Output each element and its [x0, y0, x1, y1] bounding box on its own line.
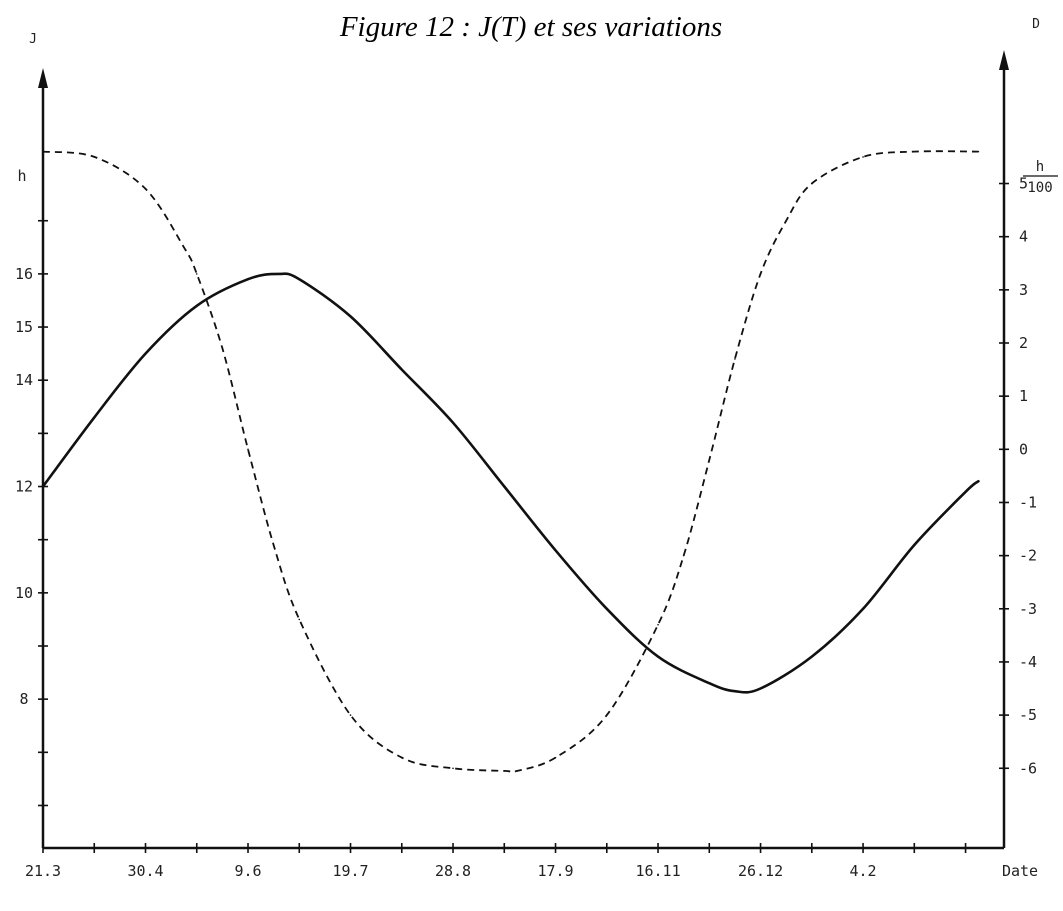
series-dashed-point-15: [605, 714, 608, 716]
right-tick-label-5: 0: [1019, 440, 1028, 458]
series-dashed-point-1: [93, 156, 96, 158]
series-dashed-point-7: [272, 544, 275, 546]
left-tick-label-4: 10: [15, 584, 33, 602]
x-tick-label-8: 4.2: [850, 862, 877, 880]
series-solid-point-1: [93, 416, 96, 419]
series-dashed-point-24: [913, 150, 916, 153]
series-dashed-point-6: [247, 448, 249, 451]
x-tick-label-5: 17.9: [537, 862, 573, 880]
x-axis: Date: [43, 846, 1038, 880]
series-solid-point-21: [977, 480, 980, 483]
series-solid-point-14: [708, 682, 711, 685]
right-axis-arrow: [999, 50, 1009, 70]
series-dashed-point-23: [862, 156, 864, 158]
series-dashed-point-25: [977, 150, 980, 153]
series-solid-point-8: [400, 368, 403, 371]
series-dashed-point-14: [554, 756, 557, 759]
x-tick-label-0: 21.3: [25, 862, 61, 880]
series-dashed-point-12: [503, 770, 506, 772]
series-dashed-point-5: [221, 347, 224, 350]
right-ticks: 5 4 3 2 1 0 -1 -2 -3 -4 -5 -6: [999, 175, 1037, 777]
series-dashed-point-16: [657, 623, 659, 626]
right-axis-unit-denominator: 100: [1027, 180, 1052, 196]
series-solid-point-16: [759, 687, 762, 690]
series-dashed-point-22: [811, 182, 813, 185]
series-solid-point-5: [277, 273, 280, 275]
chart-title: Figure 12 : J(T) et ses variations: [339, 11, 722, 43]
series-dashed-point-9: [349, 714, 352, 716]
right-tick-label-4: 1: [1019, 387, 1028, 405]
series-dashed-point-20: [759, 273, 762, 275]
series-dashed-point-10: [400, 756, 403, 759]
right-tick-label-6: -1: [1019, 493, 1037, 511]
right-axis: D h 100: [999, 17, 1058, 848]
x-tick-label-3: 19.7: [332, 862, 368, 880]
left-tick-label-5: 8: [19, 690, 28, 708]
right-axis-label: D: [1032, 17, 1040, 32]
right-tick-label-7: -2: [1019, 547, 1037, 565]
right-tick-label-9: -4: [1019, 653, 1037, 671]
right-tick-label-3: 2: [1019, 334, 1028, 352]
left-axis-arrow: [38, 68, 48, 88]
right-tick-label-1: 4: [1019, 228, 1028, 246]
series-solid-point-3: [195, 304, 198, 307]
series-dashed-point-19: [734, 358, 736, 360]
series-solid-point-10: [503, 485, 506, 488]
series-dashed-point-8: [298, 618, 301, 621]
x-tick-label-4: 28.8: [435, 862, 471, 880]
series-solid-point-17: [811, 655, 813, 658]
series-dashed-point-3: [183, 246, 185, 249]
x-tick-label-6: 16.11: [635, 862, 680, 880]
right-axis-unit-numerator: h: [1036, 159, 1044, 175]
series-solid-point-13: [657, 655, 659, 658]
right-tick-label-2: 3: [1019, 281, 1028, 299]
series-solid-point-12: [605, 607, 608, 610]
series-solid-point-7: [349, 315, 352, 318]
left-axis: J h: [17, 32, 48, 848]
series-dashed-point-4: [195, 273, 198, 275]
series-line-solid: [41, 272, 980, 694]
series-solid-point-20: [964, 491, 967, 493]
left-axis-unit: h: [17, 167, 26, 185]
series-dashed-point-21: [785, 219, 787, 222]
series-dashed-point-2: [144, 188, 147, 190]
x-tick-label-1: 30.4: [127, 862, 163, 880]
series-solid-point-15: [734, 690, 736, 692]
left-tick-label-2: 14: [15, 371, 33, 389]
series-solid-point-9: [452, 421, 454, 424]
left-tick-label-0: 16: [15, 265, 33, 283]
series-dashed-point-0: [42, 150, 44, 153]
series-solid-point-6: [298, 278, 301, 281]
left-tick-label-1: 15: [15, 318, 33, 336]
series-solid-point-11: [554, 549, 557, 552]
series-dashed-point-18: [708, 459, 711, 461]
series-dashed-point-17: [682, 554, 685, 557]
series-solid-point-0: [42, 485, 44, 488]
series-line-dashed: [42, 150, 979, 773]
right-tick-label-10: -5: [1019, 706, 1037, 724]
series-solid-point-4: [247, 278, 249, 281]
series-dashed-point-13: [516, 770, 518, 772]
series-dashed-points: [42, 150, 980, 772]
series-solid-point-18: [862, 607, 864, 610]
right-tick-label-11: -6: [1019, 759, 1037, 777]
series-solid-point-2: [144, 352, 147, 355]
series-solid-point-19: [913, 544, 916, 546]
series-dashed-point-11: [452, 767, 454, 770]
x-axis-label: Date: [1002, 862, 1038, 880]
left-axis-label: J: [29, 32, 37, 47]
left-ticks: 16 15 14 12 10 8: [15, 219, 48, 807]
x-tick-label-7: 26.12: [738, 862, 783, 880]
x-ticks: 21.3 30.4 9.6 19.7 28.8 17.9 16.11 26.12 4.2: [25, 843, 967, 880]
right-tick-label-8: -3: [1019, 600, 1037, 618]
right-tick-label-0: 5: [1019, 175, 1028, 193]
series-solid-points: [42, 273, 980, 692]
x-tick-label-2: 9.6: [234, 862, 261, 880]
left-tick-label-3: 12: [15, 478, 33, 496]
